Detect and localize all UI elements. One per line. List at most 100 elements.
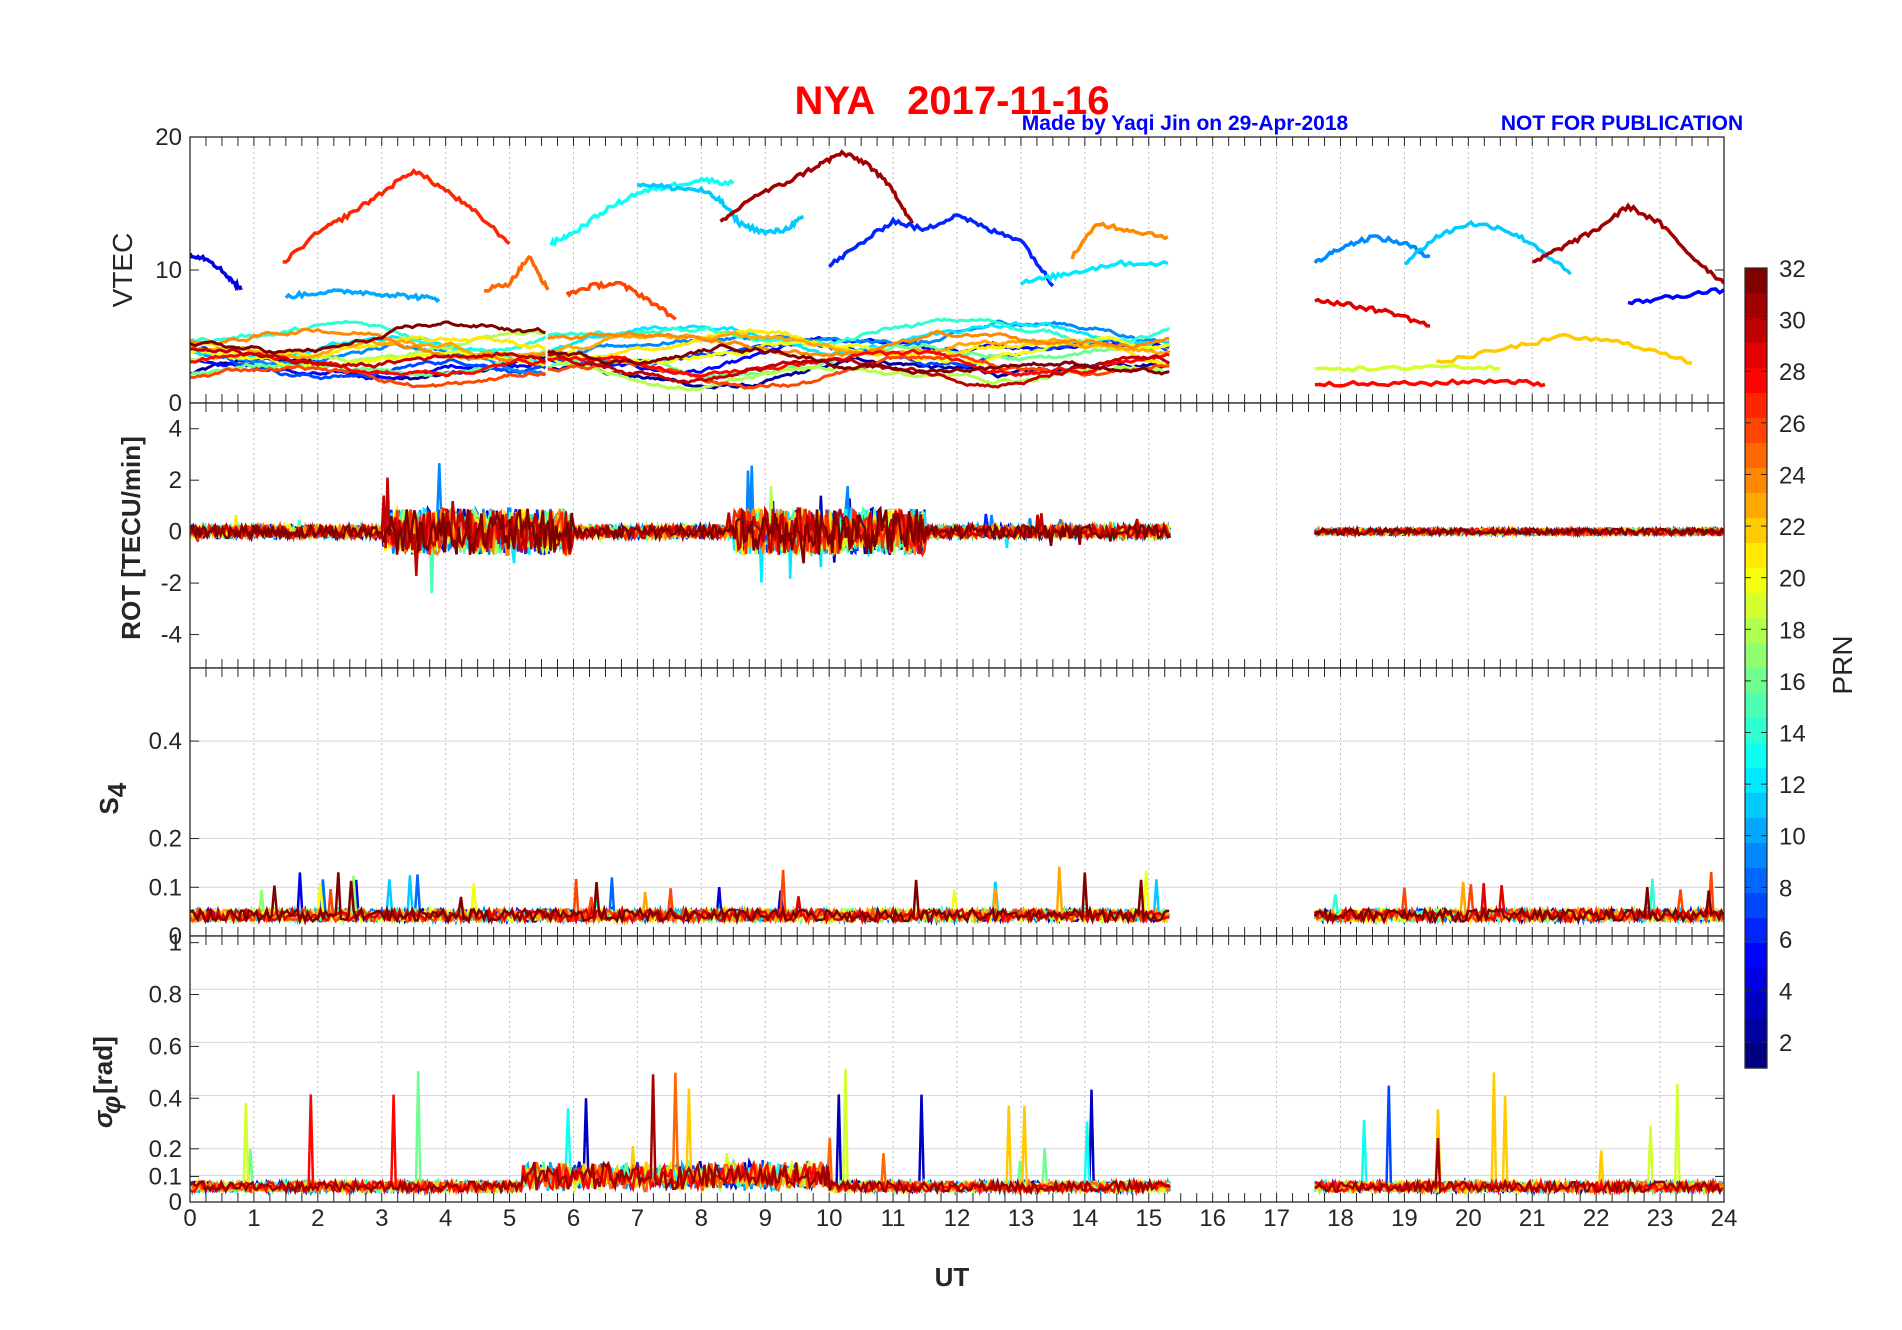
vtec-series-line xyxy=(636,182,805,237)
colorbar-segment xyxy=(1745,518,1767,544)
vtec-series-line xyxy=(282,167,511,264)
vtec-background-trace xyxy=(190,347,546,369)
y-tick-label: 10 xyxy=(155,257,182,284)
vtec-series-line xyxy=(1019,258,1169,286)
colorbar-tick-label: 12 xyxy=(1779,772,1806,799)
vtec-background-trace xyxy=(547,317,1171,347)
colorbar-segment xyxy=(1745,843,1767,869)
y-tick-label: 0.8 xyxy=(149,982,182,1009)
vtec-series-line xyxy=(828,213,1055,288)
y-tick-label: 0.2 xyxy=(149,1136,182,1163)
colorbar-segment xyxy=(1745,993,1767,1019)
colorbar-tick-label: 6 xyxy=(1779,927,1792,954)
x-tick-label: 21 xyxy=(1519,1205,1546,1232)
s4-panel: 0 0.1 0.2 0.4 xyxy=(149,667,1725,950)
colorbar-tick-label: 8 xyxy=(1779,875,1792,902)
colorbar-tick-label: 18 xyxy=(1779,617,1806,644)
colorbar-tick-label: 30 xyxy=(1779,308,1806,335)
svg-text:4: 4 xyxy=(102,782,132,797)
colorbar-segment xyxy=(1745,743,1767,769)
y-tick-label: 0 xyxy=(169,390,182,417)
s4-trace xyxy=(190,872,1170,926)
x-tick-label: 3 xyxy=(375,1205,388,1232)
colorbar-segment xyxy=(1745,468,1767,494)
rot-panel: -4 -2 0 2 4 xyxy=(161,402,1725,669)
vtec-series-line xyxy=(1404,219,1572,276)
x-tick-label: 23 xyxy=(1647,1205,1674,1232)
vtec-series-line xyxy=(1314,297,1431,328)
colorbar-segment xyxy=(1745,593,1767,619)
colorbar-segment xyxy=(1745,618,1767,644)
plot-area xyxy=(190,668,1724,936)
vtec-series-line xyxy=(483,254,550,293)
colorbar-segment xyxy=(1745,868,1767,894)
x-tick-label: 20 xyxy=(1455,1205,1482,1232)
x-tick-label: 5 xyxy=(503,1205,516,1232)
svg-text:[rad]: [rad] xyxy=(88,1036,118,1094)
x-tick-label: 18 xyxy=(1327,1205,1354,1232)
colorbar-tick-label: 4 xyxy=(1779,979,1792,1006)
vtec-series-line xyxy=(1314,363,1501,373)
colorbar-segment xyxy=(1745,418,1767,444)
y-tick-label: 4 xyxy=(169,416,182,443)
vtec-series-line xyxy=(549,176,735,248)
x-tick-label: 15 xyxy=(1135,1205,1162,1232)
vtec-background-trace xyxy=(547,329,1170,358)
colorbar-segment xyxy=(1745,943,1767,969)
svg-text:φ: φ xyxy=(96,1096,126,1114)
colorbar-segment xyxy=(1745,1018,1767,1044)
vtec-background-trace xyxy=(547,319,1170,357)
y-tick-label: 1 xyxy=(169,930,182,957)
x-tick-label: 1 xyxy=(247,1205,260,1232)
rot-ylabel: ROT [TECU/min] xyxy=(116,436,146,640)
vtec-series-line xyxy=(1627,287,1724,306)
figure-title: NYA 2017-11-16 xyxy=(794,79,1109,123)
sigma-phi-ylabel: σ φ [rad] xyxy=(88,1036,126,1128)
x-tick-label: 24 xyxy=(1711,1205,1738,1232)
vtec-panel: 0 10 20 xyxy=(155,124,1725,417)
x-tick-label: 22 xyxy=(1583,1205,1610,1232)
colorbar-segment xyxy=(1745,443,1767,469)
x-tick-label: 13 xyxy=(1008,1205,1035,1232)
y-tick-label: 0.4 xyxy=(149,728,182,755)
x-axis-label: UT xyxy=(935,1262,970,1292)
data-layer xyxy=(190,1068,1724,1197)
colorbar-segment xyxy=(1745,968,1767,994)
notice-text: NOT FOR PUBLICATION xyxy=(1501,112,1743,135)
y-tick-label: 0.1 xyxy=(149,874,182,901)
rot-trace xyxy=(1313,525,1724,539)
y-tick-label: 0.2 xyxy=(149,826,182,853)
vtec-series-line xyxy=(1436,332,1693,365)
colorbar-segment xyxy=(1745,793,1767,819)
vtec-background-trace xyxy=(547,343,1170,376)
colorbar-segment xyxy=(1745,343,1767,369)
x-tick-label: 12 xyxy=(944,1205,971,1232)
sigma-trace xyxy=(1314,1176,1724,1197)
colorbar-tick-label: 14 xyxy=(1779,721,1806,748)
colorbar-tick-label: 2 xyxy=(1779,1030,1792,1057)
x-tick-label: 7 xyxy=(631,1205,644,1232)
x-tick-label: 6 xyxy=(567,1205,580,1232)
colorbar-tick-label: 16 xyxy=(1779,669,1806,696)
y-tick-label: 0.1 xyxy=(149,1163,182,1190)
vtec-series-line xyxy=(565,279,677,321)
svg-text:σ: σ xyxy=(88,1109,118,1128)
x-tick-label: 19 xyxy=(1391,1205,1418,1232)
x-tick-label: 8 xyxy=(695,1205,708,1232)
colorbar-segment xyxy=(1745,768,1767,794)
colorbar-tick-label: 32 xyxy=(1779,256,1806,283)
colorbar-segment xyxy=(1745,668,1767,694)
colorbar-segment xyxy=(1745,918,1767,944)
sigma-phi-panel: 00.10.20.40.60.810 1 2 3 4 5 6 7 8 9 10 11 12 13 14 15 1… xyxy=(149,930,1738,1232)
vtec-background-trace xyxy=(190,364,547,389)
x-tick-label: 17 xyxy=(1263,1205,1290,1232)
y-tick-label: 0 xyxy=(169,519,182,546)
colorbar-segment xyxy=(1745,1043,1767,1069)
colorbar-tick-label: 26 xyxy=(1779,411,1806,438)
vtec-series-line xyxy=(1313,234,1431,265)
colorbar-segment xyxy=(1745,268,1767,294)
s4-trace xyxy=(1313,871,1724,927)
y-tick-label: 0.6 xyxy=(149,1033,182,1060)
x-tick-label: 0 xyxy=(183,1205,196,1232)
